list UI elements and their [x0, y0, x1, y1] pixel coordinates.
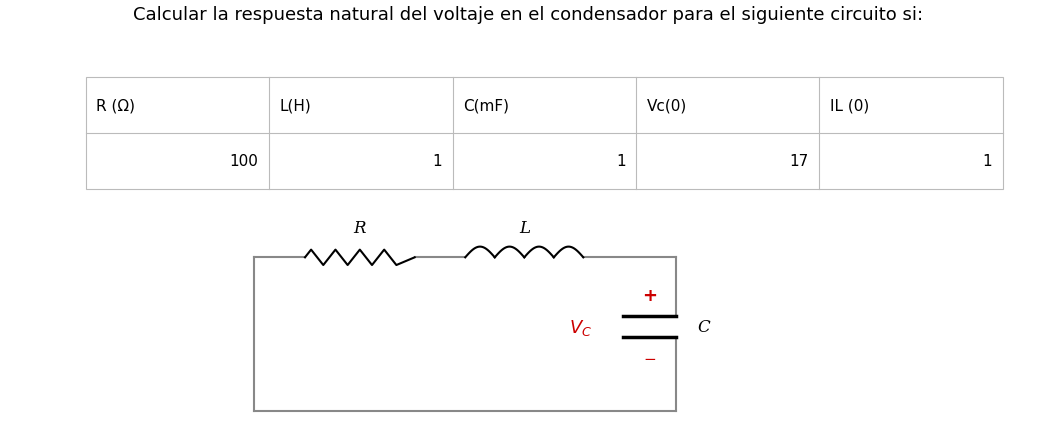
Text: 1: 1 [432, 154, 442, 169]
Bar [86, 78, 1003, 189]
Text: R (Ω): R (Ω) [96, 98, 135, 114]
Text: 1: 1 [616, 154, 626, 169]
Text: +: + [643, 286, 657, 304]
Text: 17: 17 [790, 154, 809, 169]
Text: 1: 1 [983, 154, 993, 169]
Text: $V_C$: $V_C$ [569, 317, 592, 337]
Text: Calcular la respuesta natural del voltaje en el condensador para el siguiente ci: Calcular la respuesta natural del voltaj… [133, 6, 924, 24]
Text: L: L [519, 219, 530, 237]
Text: C(mF): C(mF) [463, 98, 509, 114]
Text: Vc(0): Vc(0) [647, 98, 687, 114]
Text: 100: 100 [229, 154, 259, 169]
Text: −: − [644, 351, 656, 366]
Text: R: R [354, 219, 366, 237]
Text: IL (0): IL (0) [830, 98, 869, 114]
Text: L(H): L(H) [280, 98, 312, 114]
Text: C: C [698, 319, 710, 335]
